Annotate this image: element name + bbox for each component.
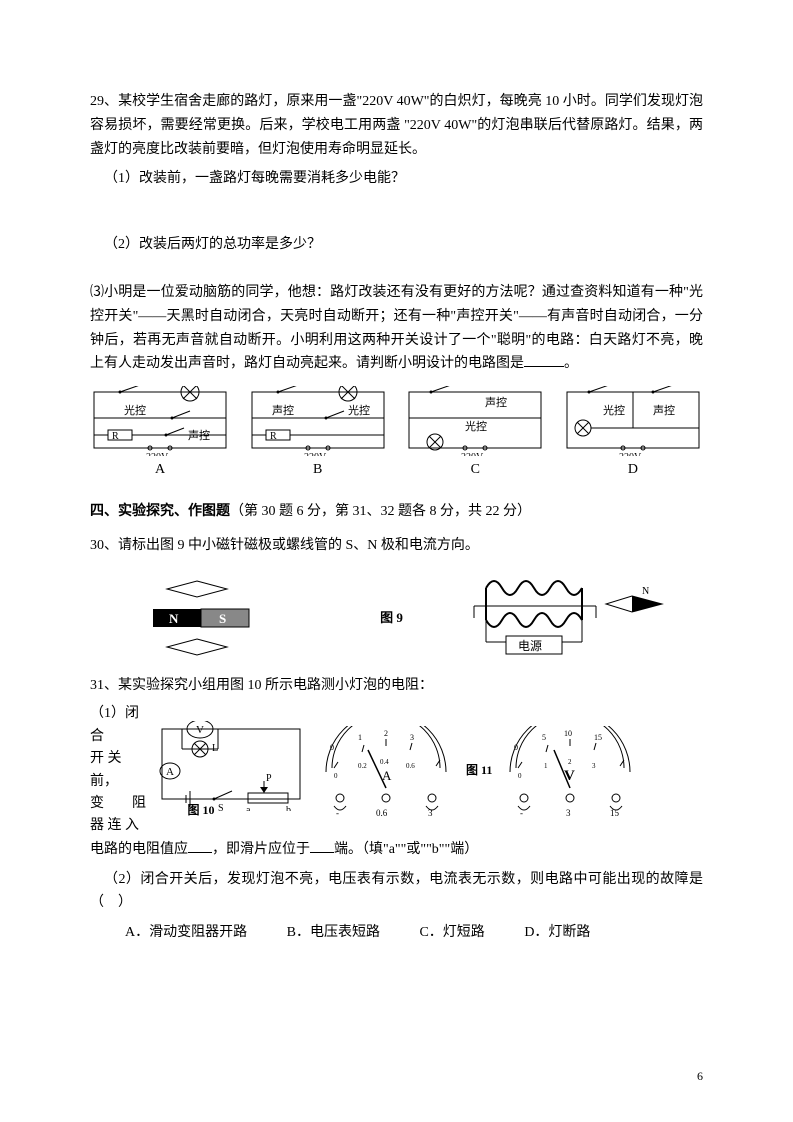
svg-text:V: V xyxy=(196,724,204,736)
svg-text:0: 0 xyxy=(330,743,334,752)
q29-part1: （1）改装前，一盏路灯每晚需要消耗多少电能？ xyxy=(90,167,703,191)
svg-text:0.2: 0.2 xyxy=(358,762,367,770)
svg-text:R: R xyxy=(112,431,119,442)
figure-9: N S 图 9 电源 N xyxy=(90,570,703,666)
svg-text:-: - xyxy=(336,808,339,816)
q30-stem: 30、请标出图 9 中小磁针磁极或螺线管的 S、N 极和电流方向。 xyxy=(90,534,703,558)
svg-text:1: 1 xyxy=(544,762,548,770)
svg-text:声控: 声控 xyxy=(272,403,294,417)
svg-text:220V: 220V xyxy=(619,452,642,456)
circuit-option-c[interactable]: 声控 光控 220V C xyxy=(405,386,545,482)
svg-text:光控: 光控 xyxy=(465,419,487,433)
q31-stem: 31、某实验探究小组用图 10 所示电路测小灯泡的电阻： xyxy=(90,674,703,698)
circuit-fig10: V L A S P a b xyxy=(156,721,306,811)
q31-opt-c[interactable]: C．灯短路 xyxy=(419,925,484,940)
svg-text:0: 0 xyxy=(514,743,518,752)
svg-text:声控: 声控 xyxy=(653,403,675,417)
q31-cont1: 电路的电阻值应，即滑片应位于端。（填"a""或""b""端） xyxy=(90,838,703,862)
option-label-b: B xyxy=(248,458,388,482)
q31-opt-d[interactable]: D．灯断路 xyxy=(524,925,590,940)
svg-text:15: 15 xyxy=(594,733,602,742)
page-number: 6 xyxy=(697,1066,703,1086)
svg-text:S: S xyxy=(219,611,226,626)
svg-text:R: R xyxy=(270,431,277,442)
q31-opt-b[interactable]: B．电压表短路 xyxy=(287,925,380,940)
svg-text:电源: 电源 xyxy=(518,639,542,653)
ammeter-dial: 0 1 2 3 0 0.2 0.4 0.6 A - 0.6 3 xyxy=(312,726,462,816)
svg-text:2: 2 xyxy=(384,729,388,738)
svg-text:0.6: 0.6 xyxy=(376,808,388,816)
svg-text:15: 15 xyxy=(610,808,620,816)
svg-text:A: A xyxy=(382,768,392,783)
svg-text:光控: 光控 xyxy=(348,403,370,417)
svg-text:N: N xyxy=(642,586,649,597)
svg-text:0: 0 xyxy=(334,772,338,780)
circuit-option-a[interactable]: 光控 R 声控 220V A xyxy=(90,386,230,482)
svg-text:220V: 220V xyxy=(304,452,327,456)
figure-9-label: 图 9 xyxy=(380,607,403,629)
svg-text:220V: 220V xyxy=(461,452,484,456)
q29-num: 29、 xyxy=(90,94,118,109)
option-label-c: C xyxy=(405,458,545,482)
svg-text:P: P xyxy=(266,773,272,784)
section4-title: 四、实验探究、作图题（第 30 题 6 分，第 31、32 题各 8 分，共 2… xyxy=(90,500,703,524)
solenoid-diagram: 电源 N xyxy=(456,570,676,666)
q29-circuit-options: 光控 R 声控 220V A 声控 xyxy=(90,386,703,482)
svg-text:3: 3 xyxy=(566,808,571,816)
blank-space xyxy=(90,197,703,233)
fill-blank[interactable] xyxy=(524,352,564,367)
svg-text:L: L xyxy=(212,743,218,754)
bar-magnet-diagram: N S xyxy=(117,575,287,661)
circuit-option-b[interactable]: 声控 光控 R 220V B xyxy=(248,386,388,482)
q31-options: A．滑动变阻器开路 B．电压表短路 C．灯短路 D．灯断路 xyxy=(125,921,703,945)
option-label-d: D xyxy=(563,458,703,482)
svg-text:S: S xyxy=(218,803,224,811)
fill-blank[interactable] xyxy=(310,838,334,853)
voltmeter-dial: 051015 0123 V - 3 15 xyxy=(496,726,646,816)
fill-blank[interactable] xyxy=(188,838,212,853)
option-label-a: A xyxy=(90,458,230,482)
svg-text:b: b xyxy=(286,805,291,811)
svg-text:-: - xyxy=(520,808,523,816)
svg-text:声控: 声控 xyxy=(485,395,507,409)
svg-text:A: A xyxy=(166,766,174,778)
svg-text:0.6: 0.6 xyxy=(406,762,415,770)
fig11-label: 图 11 xyxy=(466,760,492,780)
svg-text:光控: 光控 xyxy=(124,403,146,417)
q31-figure-row: （1）闭合 开 关 前， 变 阻 器 连 入 V L A S P xyxy=(90,703,703,837)
svg-text:3: 3 xyxy=(592,762,596,770)
svg-text:0.4: 0.4 xyxy=(380,758,389,766)
svg-text:1: 1 xyxy=(358,733,362,742)
q31-opt-a[interactable]: A．滑动变阻器开路 xyxy=(125,925,247,940)
q29-part2: （2）改装后两灯的总功率是多少？ xyxy=(90,233,703,257)
svg-text:0: 0 xyxy=(518,772,522,780)
circuit-option-d[interactable]: 光控 声控 220V D xyxy=(563,386,703,482)
svg-text:3: 3 xyxy=(410,733,414,742)
svg-text:10: 10 xyxy=(564,729,572,738)
svg-text:2: 2 xyxy=(568,758,572,766)
svg-text:a: a xyxy=(246,805,251,811)
svg-text:3: 3 xyxy=(428,808,433,816)
svg-text:5: 5 xyxy=(542,733,546,742)
svg-text:220V: 220V xyxy=(146,452,169,456)
q29-part3: ⑶小明是一位爱动脑筋的同学，他想：路灯改装还有没有更好的方法呢？通过查资料知道有… xyxy=(90,281,703,376)
svg-text:N: N xyxy=(169,611,179,626)
q29-stem: 29、某校学生宿舍走廊的路灯，原来用一盏"220V 40W"的白炽灯，每晚亮 1… xyxy=(90,90,703,161)
q31-part2: （2）闭合开关后，发现灯泡不亮，电压表有示数，电流表无示数，则电路中可能出现的故… xyxy=(90,868,703,916)
svg-text:光控: 光控 xyxy=(603,403,625,417)
blank-space xyxy=(90,263,703,281)
